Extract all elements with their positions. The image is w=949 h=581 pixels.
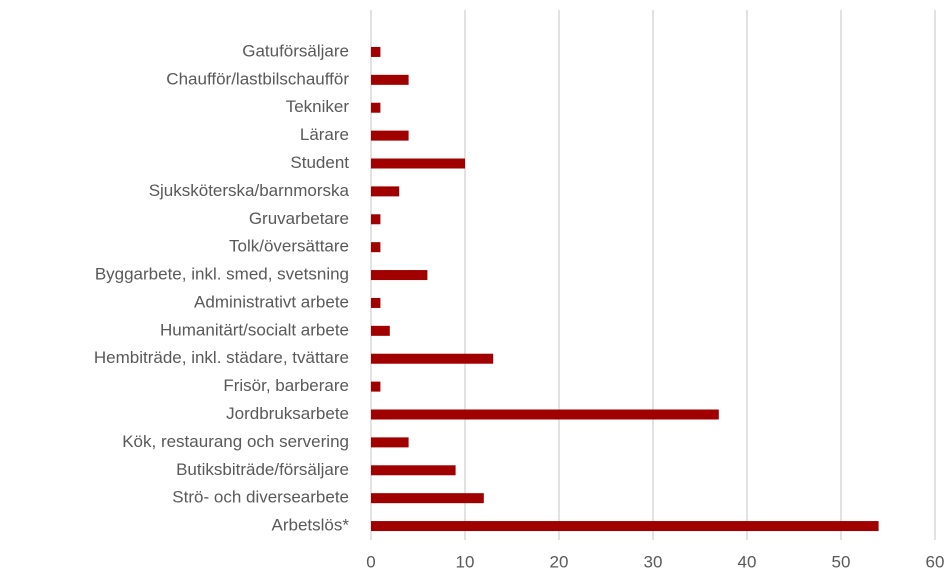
x-tick-label: 50 [832, 552, 851, 571]
bar [371, 353, 494, 364]
y-tick-label: Hembiträde, inkl. städare, tvättare [94, 348, 349, 367]
x-tick-label: 40 [738, 552, 757, 571]
bar [371, 102, 381, 113]
y-tick-label: Jordbruksarbete [226, 404, 349, 423]
bar [371, 465, 456, 476]
bar [371, 270, 428, 281]
bar [371, 46, 381, 57]
bar [371, 381, 381, 392]
y-tick-label: Frisör, barberare [223, 376, 349, 395]
x-tick-label: 30 [644, 552, 663, 571]
bar [371, 242, 381, 253]
bar [371, 158, 465, 169]
bar [371, 437, 409, 448]
x-tick-label: 60 [926, 552, 945, 571]
y-tick-label: Administrativt arbete [194, 292, 349, 311]
bar [371, 493, 484, 504]
y-tick-label: Student [290, 153, 349, 172]
y-tick-label: Chaufför/lastbilschaufför [166, 69, 349, 88]
bar [371, 130, 409, 141]
bar [371, 297, 381, 308]
y-tick-label: Strö- och diversearbete [172, 488, 349, 507]
bar [371, 521, 879, 532]
y-tick-label: Gatuförsäljare [242, 41, 349, 60]
y-tick-label: Sjuksköterska/barnmorska [149, 181, 350, 200]
x-tick-label: 0 [366, 552, 375, 571]
bar [371, 186, 400, 197]
y-tick-label: Byggarbete, inkl. smed, svetsning [95, 265, 349, 284]
bar [371, 74, 409, 85]
bar [371, 409, 719, 420]
bar [371, 325, 390, 336]
x-tick-label: 20 [550, 552, 569, 571]
y-tick-label: Tolk/översättare [229, 237, 349, 256]
y-tick-label: Lärare [300, 125, 349, 144]
y-tick-label: Arbetslös* [272, 516, 350, 535]
x-tick-label: 10 [456, 552, 475, 571]
bar [371, 214, 381, 225]
y-tick-label: Gruvarbetare [249, 209, 349, 228]
y-tick-label: Humanitärt/socialt arbete [160, 320, 349, 339]
y-tick-label: Butiksbiträde/försäljare [176, 460, 349, 479]
y-tick-label: Tekniker [286, 97, 350, 116]
y-tick-label: Kök, restaurang och servering [122, 432, 349, 451]
